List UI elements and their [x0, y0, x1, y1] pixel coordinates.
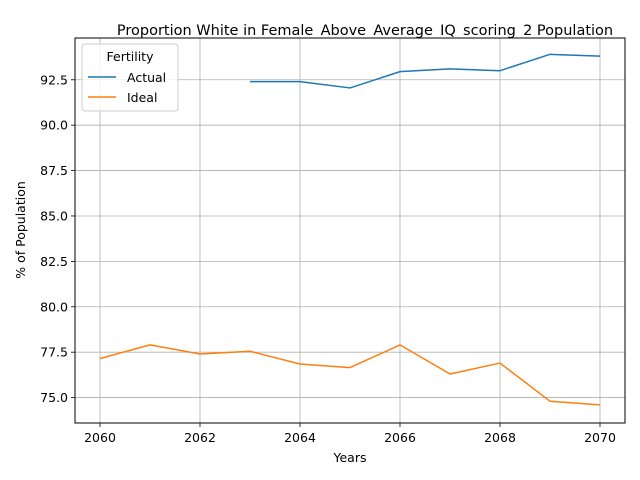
grid-lines [75, 38, 625, 423]
y-tick-label: 90.0 [40, 118, 68, 133]
series-lines [99, 53, 601, 406]
y-tick-label: 85.0 [40, 208, 68, 223]
y-tick-label: 82.5 [40, 254, 68, 269]
legend: Fertility Actual Ideal [81, 43, 179, 112]
x-tick-label: 2070 [584, 430, 616, 445]
y-tick-label: 80.0 [40, 299, 68, 314]
y-tick-label: 87.5 [40, 163, 68, 178]
x-tick-label: 2068 [484, 430, 516, 445]
x-tick-label: 2064 [284, 430, 316, 445]
legend-title: Fertility [107, 49, 155, 64]
y-tick-label: 92.5 [40, 72, 68, 87]
x-tick-label: 2060 [84, 430, 116, 445]
legend-label-ideal: Ideal [127, 90, 157, 105]
y-axis-label: % of Population [13, 181, 28, 279]
y-tick-label: 75.0 [40, 390, 68, 405]
legend-box [81, 43, 179, 112]
legend-label-actual: Actual [127, 70, 166, 85]
x-axis-label: Years [333, 450, 367, 465]
x-tick-label: 2062 [184, 430, 216, 445]
x-axis-ticks: 2060 2062 2064 2066 2068 2070 [84, 423, 616, 445]
y-axis-ticks: 75.0 77.5 80.0 82.5 85.0 87.5 90.0 92.5 [40, 72, 75, 405]
chart-title: Proportion White in Female_Above_Average… [117, 23, 613, 39]
plot-frame [74, 37, 626, 424]
x-tick-label: 2066 [384, 430, 416, 445]
y-tick-label: 77.5 [40, 345, 68, 360]
series-line-actual [250, 53, 601, 89]
series-line-ideal [99, 344, 601, 406]
